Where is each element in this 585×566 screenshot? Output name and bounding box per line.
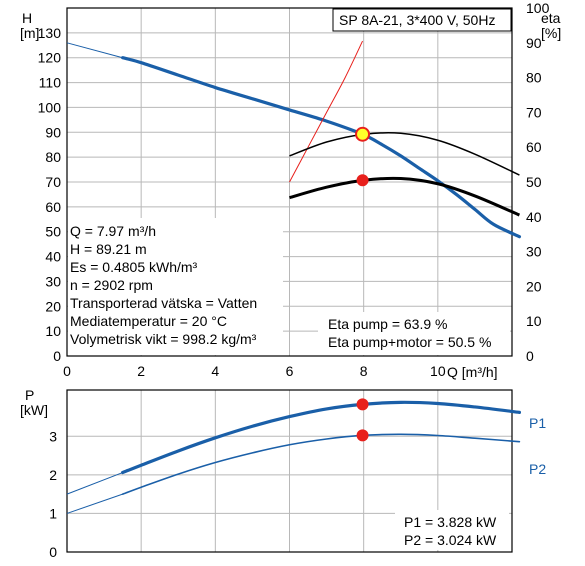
h-axis-label: H xyxy=(22,10,32,26)
info-line: n = 2902 rpm xyxy=(70,277,153,293)
upper-panel-frame xyxy=(66,7,513,357)
lower-panel-frame xyxy=(66,389,513,553)
info-line: Mediatemperatur = 20 °C xyxy=(70,313,227,329)
h-tick-label: 0 xyxy=(53,348,61,364)
chart-title: SP 8A-21, 3*400 V, 50Hz xyxy=(339,12,495,28)
h-tick-label: 80 xyxy=(45,149,61,165)
p1-legend-label: P1 xyxy=(529,415,546,431)
eta-axis-label: eta xyxy=(541,10,561,26)
eta-total-curve-line xyxy=(289,176,521,217)
p2-curve-line xyxy=(121,433,521,495)
x-tick-label: 10 xyxy=(430,363,446,379)
head-curve-extension xyxy=(66,42,123,59)
h-tick-label: 130 xyxy=(38,25,62,41)
eta-tick-label: 0 xyxy=(526,348,534,364)
power-value-label: P2 = 3.024 kW xyxy=(404,532,497,548)
eta-label-background xyxy=(318,312,510,355)
h-tick-label: 120 xyxy=(38,50,62,66)
info-box-background xyxy=(68,218,283,355)
eta-tick-label: 70 xyxy=(526,104,542,120)
info-line: Q = 7.97 m³/h xyxy=(70,223,156,239)
eta-tick-label: 60 xyxy=(526,139,542,155)
info-line: H = 89.21 m xyxy=(70,241,147,257)
p-tick-label: 1 xyxy=(49,505,57,521)
p2-curve-extension xyxy=(66,493,123,514)
power-value-label: P1 = 3.828 kW xyxy=(404,514,497,530)
x-tick-label: 8 xyxy=(360,363,368,379)
h-tick-label: 50 xyxy=(45,224,61,240)
p-tick-label: 3 xyxy=(49,428,57,444)
eta-tick-label: 30 xyxy=(526,244,542,260)
h-tick-label: 10 xyxy=(45,323,61,339)
duty-point-marker xyxy=(355,126,371,142)
eta-tick-label: 80 xyxy=(526,70,542,86)
p1-operating-point xyxy=(356,398,369,411)
h-tick-label: 70 xyxy=(45,174,61,190)
info-line: Transporterad vätska = Vatten xyxy=(70,295,257,311)
p1-curve-line xyxy=(121,400,522,475)
h-tick-label: 110 xyxy=(39,75,62,91)
eta-tick-label: 40 xyxy=(526,209,542,225)
p2-legend-label: P2 xyxy=(529,461,546,477)
eta-pump-curve-line xyxy=(289,132,520,176)
info-line: Es = 0.4805 kWh/m³ xyxy=(70,259,198,275)
h-tick-label: 100 xyxy=(38,99,62,115)
h-axis-unit: [m] xyxy=(20,25,39,41)
x-tick-label: 6 xyxy=(286,363,294,379)
info-line: Volymetrisk vikt = 998.2 kg/m³ xyxy=(70,331,257,347)
eta-tick-label: 50 xyxy=(526,174,542,190)
p-tick-label: 0 xyxy=(49,544,57,560)
eta-tick-label: 90 xyxy=(526,35,542,51)
eta-axis-unit: [%] xyxy=(541,25,561,41)
x-tick-label: 0 xyxy=(63,363,71,379)
title-box xyxy=(332,8,512,32)
red-guide-line xyxy=(289,40,364,183)
q-axis-label: Q [m³/h] xyxy=(447,364,498,380)
head-curve-line xyxy=(121,56,522,239)
h-tick-label: 40 xyxy=(45,249,61,265)
h-tick-label: 60 xyxy=(45,199,61,215)
eta-tick-label: 100 xyxy=(526,0,550,16)
power-label-background xyxy=(395,510,509,550)
h-tick-label: 20 xyxy=(45,298,61,314)
p-tick-label: 2 xyxy=(49,467,57,483)
p-axis-label: P xyxy=(25,387,34,403)
p2-operating-point xyxy=(356,429,369,442)
eta-value-label: Eta pump+motor = 50.5 % xyxy=(328,334,491,350)
eta-tick-label: 20 xyxy=(526,278,542,294)
eta-tick-label: 10 xyxy=(526,313,542,329)
h-tick-label: 90 xyxy=(45,124,61,140)
x-tick-label: 2 xyxy=(137,363,145,379)
eta-total-operating-point xyxy=(356,174,369,187)
p-axis-unit: [kW] xyxy=(20,402,48,418)
x-tick-label: 4 xyxy=(211,363,219,379)
p1-curve-extension xyxy=(66,472,123,495)
h-tick-label: 30 xyxy=(45,273,61,289)
eta-value-label: Eta pump = 63.9 % xyxy=(328,316,447,332)
